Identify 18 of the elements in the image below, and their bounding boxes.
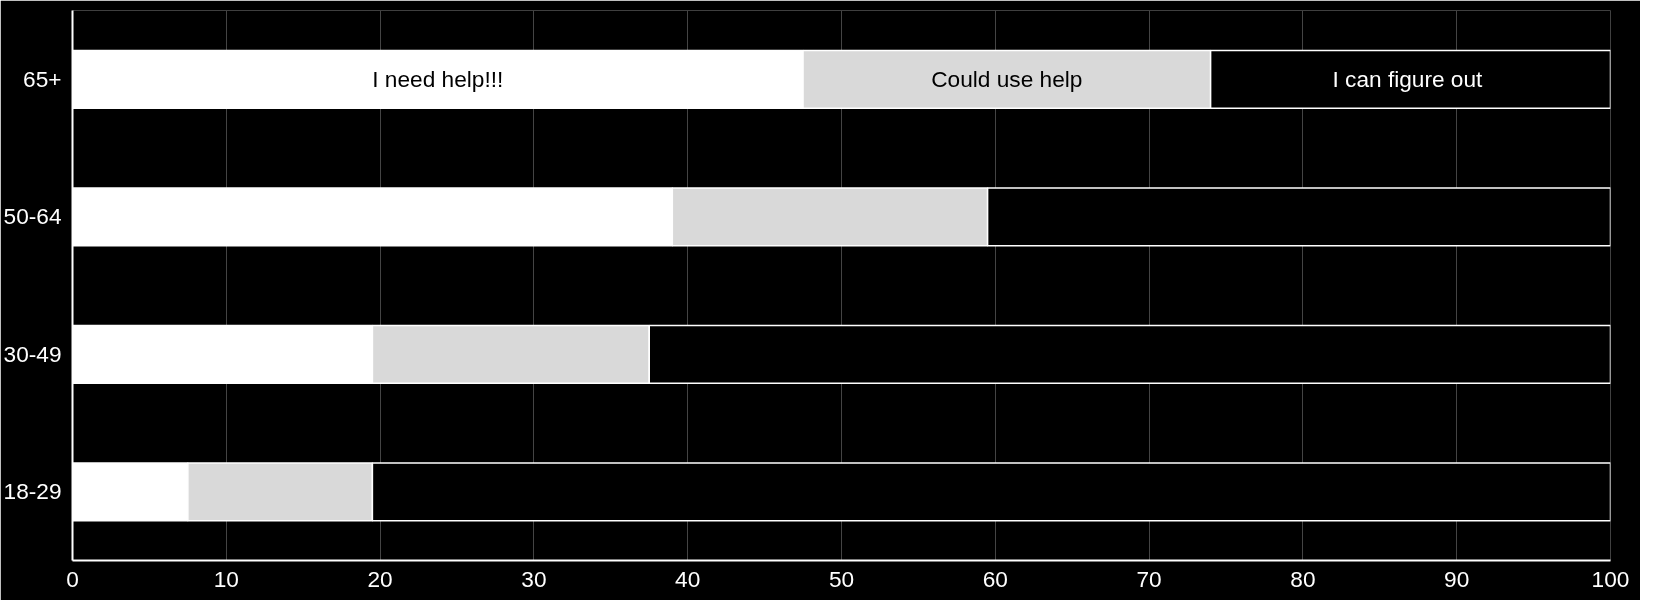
x-tick-label: 40 <box>675 565 701 592</box>
y-tick-label: 30-49 <box>3 340 62 367</box>
x-tick-label: 50 <box>828 565 855 592</box>
x-tick-label: 70 <box>1136 565 1162 592</box>
x-tick-label: 10 <box>213 565 239 592</box>
x-tick-label: 80 <box>1290 565 1316 592</box>
x-tick-label: 90 <box>1444 565 1470 592</box>
y-tick-label: 18-29 <box>3 478 62 505</box>
x-tick-label: 30 <box>521 565 547 592</box>
y-tick-label: 65+ <box>23 65 62 92</box>
x-tick-label: 0 <box>66 565 79 592</box>
y-tick-label: 50-64 <box>3 203 62 230</box>
x-tick-label: 60 <box>982 565 1008 592</box>
x-tick-label: 100 <box>1591 565 1630 592</box>
series-label: I need help!!! <box>372 66 504 93</box>
x-tick-label: 20 <box>367 565 393 592</box>
series-label: Could use help <box>931 66 1083 93</box>
series-label: I can figure out <box>1332 66 1484 93</box>
